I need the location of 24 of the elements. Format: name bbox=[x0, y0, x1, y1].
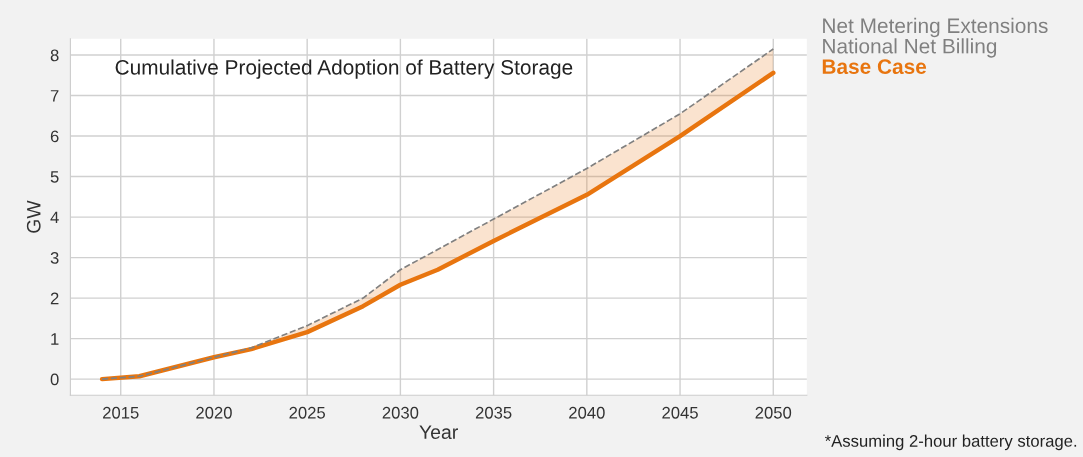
y-tick-label: 6 bbox=[50, 130, 59, 143]
y-tick-label: 4 bbox=[50, 211, 59, 224]
x-tick-label: 2015 bbox=[103, 406, 139, 419]
y-tick-label: 8 bbox=[50, 49, 59, 62]
text: Cumulative Projected Adoption of Battery Storage bbox=[115, 59, 573, 79]
y-tick-label: 0 bbox=[50, 373, 59, 386]
y-tick-label: 1 bbox=[51, 333, 59, 345]
legend-label: National Net Billing bbox=[823, 38, 997, 58]
x-tick-label: 2045 bbox=[662, 406, 698, 419]
x-tick-label: 2050 bbox=[755, 406, 792, 419]
text: Base Case bbox=[822, 59, 927, 75]
x-tick-label: 2035 bbox=[475, 406, 512, 419]
y-tick-label: 2 bbox=[50, 292, 59, 305]
y-tick-label: 7 bbox=[50, 90, 59, 102]
y-tick-label: 3 bbox=[50, 251, 59, 264]
x-tick-label: 2020 bbox=[196, 406, 232, 419]
x-tick-label: 2040 bbox=[569, 406, 605, 419]
text: Net Metering Extensions bbox=[823, 17, 1048, 38]
x-tick-label: 2025 bbox=[289, 406, 326, 419]
text: *Assuming 2-hour battery storage. bbox=[824, 434, 1077, 451]
x-tick-label: 2030 bbox=[382, 406, 419, 419]
x-axis-title: Year bbox=[419, 425, 458, 440]
y-tick-label: 5 bbox=[50, 171, 59, 183]
y-axis-title: GW bbox=[26, 200, 41, 233]
